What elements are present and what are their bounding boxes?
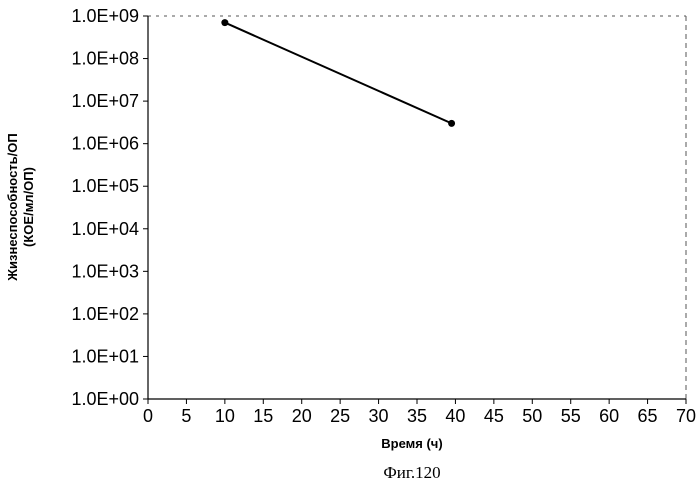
- x-tick-label: 35: [407, 406, 427, 426]
- y-tick-label: 1.0E+02: [71, 304, 139, 324]
- y-axis-label-line1: Жизнеспособность/ОП: [5, 133, 20, 281]
- y-tick-label: 1.0E+03: [71, 261, 139, 281]
- x-axis-ticks: 0 5 10 15 20 25 30 35 40 45 50 55 60 65 70: [143, 399, 696, 426]
- y-tick-label: 1.0E+07: [71, 91, 139, 111]
- series-line: [225, 23, 452, 124]
- y-tick-label: 1.0E+09: [71, 6, 139, 26]
- x-axis-label: Время (ч): [381, 436, 442, 451]
- x-tick-label: 15: [253, 406, 273, 426]
- x-tick-label: 45: [484, 406, 504, 426]
- x-tick-label: 55: [561, 406, 581, 426]
- x-tick-label: 30: [369, 406, 389, 426]
- y-tick-label: 1.0E+08: [71, 49, 139, 69]
- plot-frame: [148, 16, 686, 399]
- x-tick-label: 70: [676, 406, 696, 426]
- x-tick-label: 65: [638, 406, 658, 426]
- x-tick-label: 25: [330, 406, 350, 426]
- y-tick-label: 1.0E+06: [71, 134, 139, 154]
- y-tick-label: 1.0E+05: [71, 176, 139, 196]
- x-tick-label: 10: [215, 406, 235, 426]
- x-tick-label: 50: [522, 406, 542, 426]
- data-series: [221, 19, 455, 127]
- figure-caption: Фиг.120: [383, 463, 440, 482]
- x-tick-label: 20: [292, 406, 312, 426]
- x-tick-label: 5: [181, 406, 191, 426]
- x-tick-label: 0: [143, 406, 153, 426]
- data-point: [448, 120, 455, 127]
- y-tick-label: 1.0E+00: [71, 389, 139, 409]
- y-axis-ticks: 1.0E+00 1.0E+01 1.0E+02 1.0E+03 1.0E+04 1.0E+…: [71, 6, 148, 409]
- y-tick-label: 1.0E+01: [71, 346, 139, 366]
- y-axis-label-line2: (КОЕ/мл/ОП): [21, 167, 36, 247]
- y-tick-label: 1.0E+04: [71, 219, 139, 239]
- x-tick-label: 60: [599, 406, 619, 426]
- data-point: [221, 19, 228, 26]
- x-tick-label: 40: [445, 406, 465, 426]
